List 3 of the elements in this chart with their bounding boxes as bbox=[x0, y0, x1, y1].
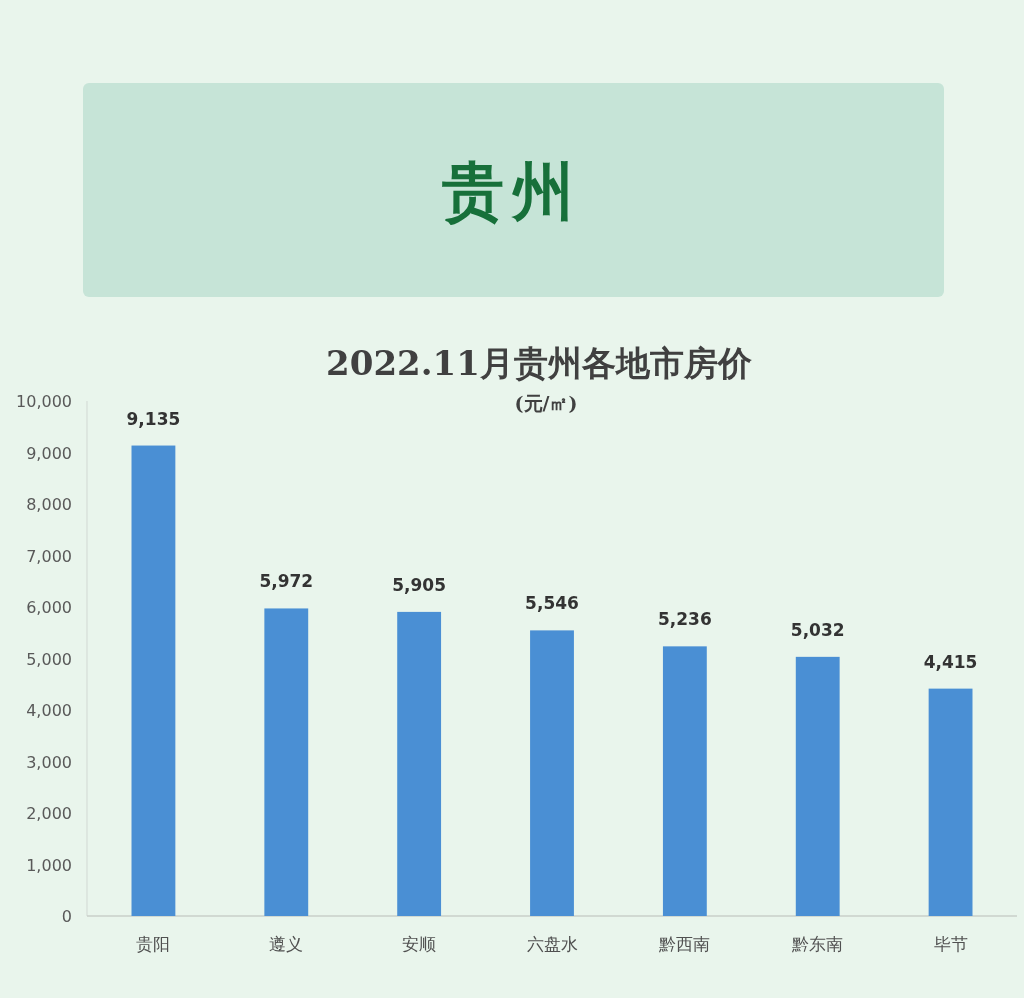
title: 2022.11月贵州各地市房价 bbox=[326, 343, 752, 383]
subtitle: (元/㎡) bbox=[514, 392, 578, 414]
annotation: 贵州 bbox=[442, 155, 582, 228]
